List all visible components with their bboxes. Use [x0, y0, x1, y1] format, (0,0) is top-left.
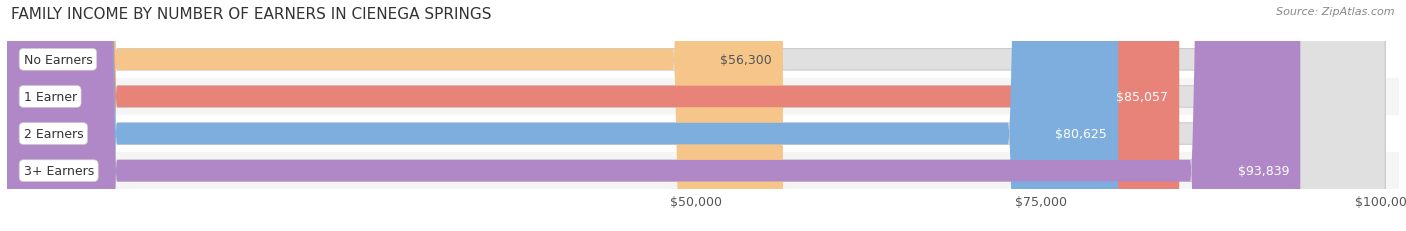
FancyBboxPatch shape	[7, 0, 1385, 231]
FancyBboxPatch shape	[7, 0, 1385, 231]
FancyBboxPatch shape	[7, 0, 783, 231]
Text: 3+ Earners: 3+ Earners	[24, 164, 94, 177]
Bar	[7, 152, 1399, 189]
Text: 1 Earner: 1 Earner	[24, 91, 77, 103]
Text: $85,057: $85,057	[1116, 91, 1168, 103]
FancyBboxPatch shape	[7, 0, 1118, 231]
Text: No Earners: No Earners	[24, 54, 93, 67]
Text: $80,625: $80,625	[1056, 128, 1107, 140]
Text: $93,839: $93,839	[1237, 164, 1289, 177]
FancyBboxPatch shape	[7, 0, 1385, 231]
Text: Source: ZipAtlas.com: Source: ZipAtlas.com	[1277, 7, 1395, 17]
Bar	[7, 79, 1399, 116]
Bar	[7, 116, 1399, 152]
Text: FAMILY INCOME BY NUMBER OF EARNERS IN CIENEGA SPRINGS: FAMILY INCOME BY NUMBER OF EARNERS IN CI…	[11, 7, 492, 22]
Text: 2 Earners: 2 Earners	[24, 128, 83, 140]
Text: $56,300: $56,300	[720, 54, 772, 67]
FancyBboxPatch shape	[7, 0, 1180, 231]
FancyBboxPatch shape	[7, 0, 1301, 231]
FancyBboxPatch shape	[7, 0, 1385, 231]
Bar	[7, 42, 1399, 79]
